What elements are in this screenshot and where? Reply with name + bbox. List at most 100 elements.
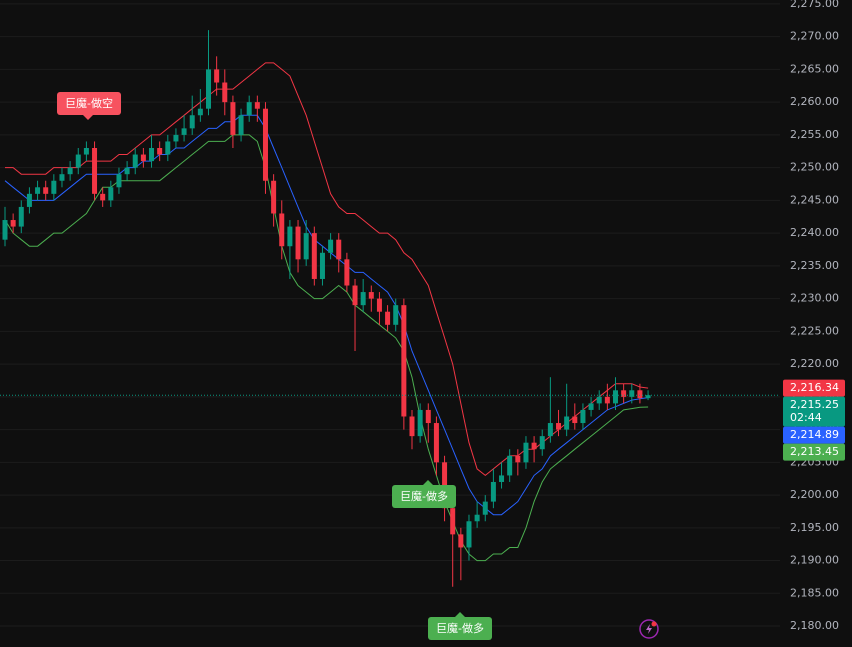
annotation-box [392, 485, 456, 508]
candle-body [433, 423, 439, 463]
candle-body [59, 174, 65, 181]
candle-body [425, 409, 431, 424]
candle-body [35, 187, 41, 194]
candle-body [458, 534, 464, 548]
y-tick-label: 2,230.00 [790, 292, 839, 305]
candle-body [466, 521, 472, 548]
candle-body [189, 115, 195, 129]
candle-body [149, 147, 155, 162]
candle-body [515, 455, 521, 463]
candle-body [588, 403, 594, 410]
candle-body [75, 154, 81, 168]
band-line [4, 114, 649, 516]
annotation-text: 巨魔-做空 [65, 96, 113, 110]
y-tick-label: 2,190.00 [790, 554, 839, 567]
candle-body [100, 193, 106, 201]
y-tick-label: 2,265.00 [790, 62, 839, 75]
annotation-pointer [423, 480, 433, 485]
icon-ring [639, 619, 659, 639]
y-tick-label: 2,200.00 [790, 488, 839, 501]
candle-body [262, 108, 268, 181]
y-tick-label: 2,235.00 [790, 259, 839, 272]
icon-dot [651, 621, 657, 627]
annotation-box [57, 92, 121, 115]
price-label: 2,216.34 [790, 381, 839, 394]
candle-body [596, 396, 602, 404]
candle-body [490, 481, 496, 502]
candle-body [613, 390, 618, 404]
candle-body [92, 147, 98, 194]
candle-body [279, 213, 285, 247]
candle-body [580, 409, 586, 424]
candle-body [165, 141, 171, 155]
candle-body [547, 423, 553, 437]
candle-body [311, 233, 317, 279]
candle-body [368, 292, 374, 299]
candle-body [531, 442, 537, 450]
candle-body [604, 396, 610, 404]
candle-body [254, 102, 260, 109]
candle-body [629, 390, 635, 397]
y-tick-label: 2,180.00 [790, 619, 839, 632]
annotation: 巨魔-做空 [57, 92, 121, 120]
price-label: 2,215.25 [790, 398, 839, 411]
candle-body [482, 501, 488, 515]
annotation: 巨魔-做多 [428, 612, 492, 640]
y-tick-label: 2,250.00 [790, 161, 839, 174]
candle-body [181, 128, 187, 135]
y-tick-label: 2,240.00 [790, 226, 839, 239]
candle-body [637, 390, 643, 399]
candle-body [43, 187, 49, 194]
candle-body [401, 305, 407, 417]
price-label-box [783, 396, 845, 427]
candle-body [621, 390, 627, 397]
candle-body [556, 423, 562, 430]
candle-body [18, 206, 24, 227]
candle-body [385, 311, 391, 325]
icon-bolt [646, 624, 652, 634]
candle-body [450, 508, 456, 535]
candle-body [116, 174, 122, 188]
annotation-box [428, 617, 492, 640]
price-label-box [783, 426, 845, 444]
y-tick-label: 2,245.00 [790, 193, 839, 206]
y-tick-label: 2,275.00 [790, 0, 839, 10]
candle-body [206, 69, 211, 109]
candle-body [287, 226, 293, 247]
candle-body [336, 239, 342, 260]
candle-body [352, 285, 358, 306]
candle-body [2, 220, 8, 240]
annotation-text: 巨魔-做多 [400, 489, 448, 503]
candle-body [140, 154, 146, 162]
candle-body [507, 455, 513, 476]
candle-body [271, 180, 277, 214]
price-label: 2,213.45 [790, 445, 839, 458]
candle-body [173, 134, 179, 142]
candle-body [572, 416, 578, 424]
candle-body [645, 395, 651, 399]
band-line [4, 134, 649, 562]
annotation-pointer [455, 612, 465, 617]
candle-body [417, 409, 423, 437]
candle-body [124, 167, 130, 175]
y-tick-label: 2,270.00 [790, 30, 839, 43]
y-tick-label: 2,225.00 [790, 324, 839, 337]
candle-body [157, 147, 163, 155]
y-tick-label: 2,185.00 [790, 586, 839, 599]
candle-body [214, 69, 220, 83]
candle-body [409, 416, 415, 437]
candle-body [328, 239, 334, 253]
candle-body [344, 259, 350, 286]
price-label: 2,214.89 [790, 428, 839, 441]
y-tick-label: 2,220.00 [790, 357, 839, 370]
annotation-text: 巨魔-做多 [436, 621, 484, 635]
candle-body [51, 180, 57, 194]
candle-body [376, 298, 382, 312]
lightning-icon[interactable] [639, 619, 659, 639]
annotation: 巨魔-做多 [392, 480, 456, 508]
candle-body [474, 514, 480, 522]
annotation-pointer [83, 115, 93, 120]
candle-body [83, 147, 89, 155]
